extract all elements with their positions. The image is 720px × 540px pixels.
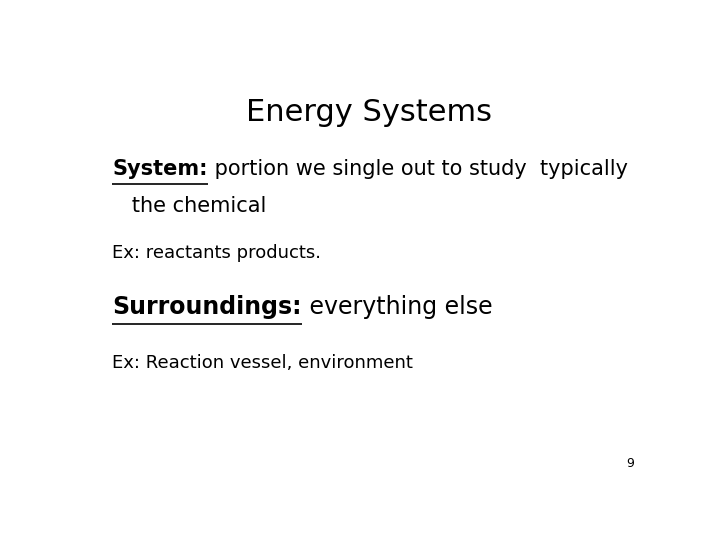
Text: Energy Systems: Energy Systems [246,98,492,127]
Text: Ex: reactants products.: Ex: reactants products. [112,244,321,262]
Text: Surroundings:: Surroundings: [112,295,302,319]
Text: 9: 9 [626,457,634,470]
Text: System:: System: [112,159,208,179]
Text: the chemical: the chemical [112,197,266,217]
Text: Ex: Reaction vessel, environment: Ex: Reaction vessel, environment [112,354,413,373]
Text: everything else: everything else [302,295,492,319]
Text: portion we single out to study  typically: portion we single out to study typically [208,159,628,179]
